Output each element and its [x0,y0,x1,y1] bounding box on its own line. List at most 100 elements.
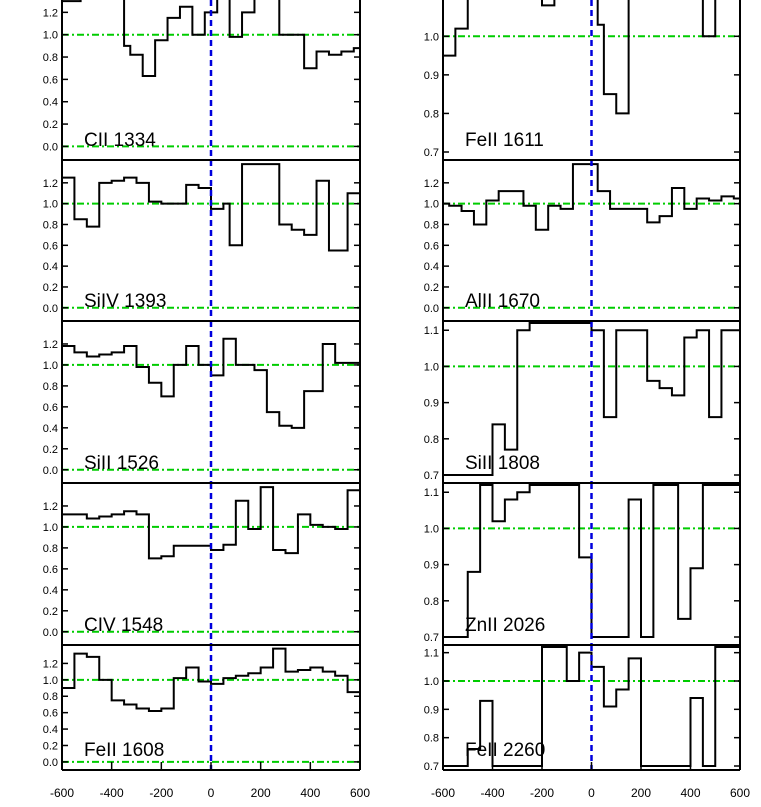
y-tick-label: 1.2 [43,178,58,190]
y-tick-label: 0.9 [424,560,439,572]
y-tick-label: 1.2 [43,7,58,19]
y-tick-label: 0.8 [43,381,58,393]
y-tick-label: 0.8 [424,596,439,608]
y-tick-label: 1.2 [43,339,58,351]
y-tick-label: 0.6 [43,74,58,86]
ion-label: SiII 1808 [465,453,540,474]
y-tick-label: 0.8 [43,691,58,703]
y-tick-label: 0.7 [424,470,439,482]
panel-feii-2260: 0.7 0.8 0.9 1.0 1.1 FeII 2260 -600 -400 -200 0 200… [424,644,750,800]
y-tick-label: 0.4 [43,724,58,736]
y-tick-label: 1.0 [424,361,439,373]
ion-label: ZnII 2026 [465,615,545,636]
y-tick-label: 0.7 [424,147,439,159]
y-tick-label: 0.4 [43,423,58,435]
ion-label: SiIV 1393 [84,291,166,312]
y-tick-label: 1.2 [43,658,58,670]
y-tick-label: 0.9 [424,704,439,716]
x-tick-label: 600 [350,786,370,800]
y-tick-label: 0.8 [43,52,58,64]
y-tick-label: 0.8 [424,434,439,446]
y-tick-label: 0.0 [43,757,58,769]
y-tick-label: 0.8 [424,108,439,120]
y-tick-label: 1.0 [424,523,439,535]
y-tick-label: 0.0 [424,303,439,315]
y-tick-label: 0.0 [43,303,58,315]
y-tick-label: 0.2 [424,282,439,294]
spectrum-step-line [62,163,360,252]
y-tick-label: 1.0 [43,522,58,534]
y-tick-label: 0.2 [43,119,58,131]
panel-feii-1608: 0.0 0.2 0.4 0.6 0.8 1.0 1.2 FeII 1608 -600 -400 -2… [43,644,370,800]
x-tick-label: 400 [300,786,320,800]
spectrum-step-line [62,486,360,560]
y-tick-label: 1.1 [424,648,439,660]
x-tick-label: -400 [480,786,504,800]
y-tick-label: 0.9 [424,398,439,410]
x-tick-label: 0 [588,786,595,800]
y-tick-label: 0.8 [43,543,58,555]
y-tick-label: 1.2 [424,178,439,190]
spectrum-step-line [62,337,360,429]
x-tick-label: 400 [680,786,700,800]
x-tick-label: -600 [50,786,74,800]
y-tick-label: 1.0 [424,676,439,688]
panel-znii-2026: 0.7 0.8 0.9 1.0 1.1 ZnII 2026 [424,482,741,645]
ion-label: FeII 1608 [84,740,164,761]
y-tick-label: 0.8 [43,219,58,231]
panel-cii-1334: 0.0 0.2 0.4 0.6 0.8 1.0 1.2 CII 1334 [43,0,361,160]
y-tick-label: 0.7 [424,632,439,644]
x-tick-label: 0 [208,786,215,800]
y-tick-label: 0.6 [424,240,439,252]
y-tick-label: 0.6 [43,708,58,720]
x-tick-label: -600 [431,786,455,800]
panel-feii-1611: 0.7 0.8 0.9 1.0 FeII 1611 [424,0,741,160]
spectrum-step-line [443,322,740,476]
y-tick-label: 1.2 [43,501,58,513]
ion-label: FeII 1611 [465,130,544,151]
spectrum-step-line [62,647,360,713]
x-tick-label: -400 [100,786,124,800]
panel-siii-1526: 0.0 0.2 0.4 0.6 0.8 1.0 1.2 SiII 1526 [43,320,361,483]
y-tick-label: 0.2 [43,444,58,456]
y-tick-label: 1.0 [424,199,439,211]
x-tick-label: 200 [251,786,271,800]
y-tick-label: 0.4 [43,585,58,597]
x-tick-label: 600 [730,786,750,800]
spectrum-step-line [443,0,717,115]
x-tick-label: 200 [631,786,651,800]
spectrum-step-line [62,0,360,78]
y-tick-label: 0.2 [43,606,58,618]
y-tick-label: 1.0 [43,199,58,211]
y-tick-label: 0.4 [424,261,439,273]
y-tick-label: 0.8 [424,733,439,745]
ion-label: CII 1334 [84,130,156,151]
panel-alii-1670: 0.0 0.2 0.4 0.6 0.8 1.0 1.2 AlII 1670 [424,159,741,321]
y-tick-label: 0.9 [424,70,439,82]
ion-label: AlII 1670 [465,291,540,312]
x-tick-label: -200 [530,786,554,800]
y-tick-label: 0.6 [43,564,58,576]
y-tick-label: 1.1 [424,325,439,337]
y-tick-label: 0.2 [43,740,58,752]
panel-siii-1808: 0.7 0.8 0.9 1.0 1.1 SiII 1808 [424,320,741,483]
y-tick-label: 0.0 [43,465,58,477]
y-tick-label: 0.6 [43,402,58,414]
panel-civ-1548: 0.0 0.2 0.4 0.6 0.8 1.0 1.2 CIV 1548 [43,482,361,645]
y-tick-label: 1.0 [43,360,58,372]
y-tick-label: 0.0 [43,141,58,153]
y-tick-label: 0.7 [424,761,439,773]
y-tick-label: 1.1 [424,487,439,499]
ion-label: SiII 1526 [84,453,159,474]
y-tick-label: 0.0 [43,627,58,639]
y-tick-label: 1.0 [424,31,439,43]
y-tick-label: 0.4 [43,97,58,109]
panel-siiv-1393: 0.0 0.2 0.4 0.6 0.8 1.0 1.2 SiIV 1393 [43,159,361,321]
y-tick-label: 0.2 [43,282,58,294]
x-tick-label: -200 [149,786,173,800]
y-tick-label: 0.4 [43,261,58,273]
ion-label: CIV 1548 [84,615,163,636]
ion-label: FeII 2260 [465,740,545,761]
y-tick-label: 0.8 [424,219,439,231]
